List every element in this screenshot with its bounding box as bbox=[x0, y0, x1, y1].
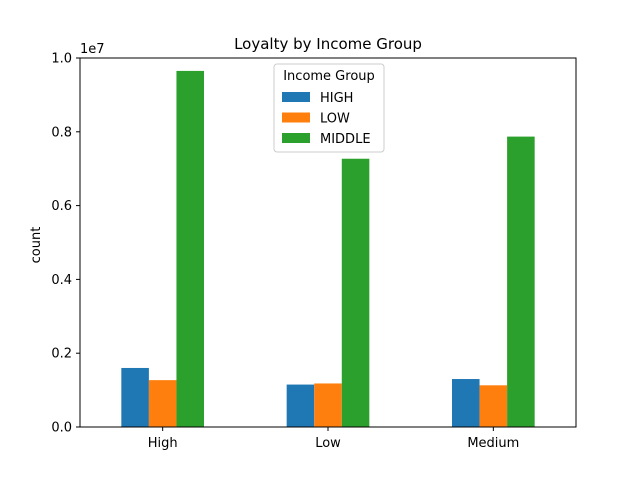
legend-swatch bbox=[282, 92, 310, 102]
x-tick-label: Low bbox=[315, 436, 341, 451]
bar bbox=[452, 379, 480, 427]
y-axis-offset-label: 1e7 bbox=[80, 42, 105, 57]
bar bbox=[314, 383, 342, 427]
bar bbox=[507, 136, 535, 428]
x-tick-label: High bbox=[148, 436, 178, 451]
bar bbox=[121, 367, 149, 427]
legend-title: Income Group bbox=[283, 69, 375, 84]
bar bbox=[479, 385, 508, 427]
bar bbox=[286, 384, 315, 427]
bar bbox=[341, 158, 370, 427]
legend-entry-label: LOW bbox=[320, 112, 350, 127]
legend-entry-label: HIGH bbox=[320, 91, 353, 106]
ticks-layer: High Low Medium 0.0 0.2 0.4 0.6 0.8 1.0 bbox=[51, 52, 519, 452]
bar bbox=[148, 380, 177, 427]
legend-swatch bbox=[282, 133, 310, 143]
plot-frame bbox=[79, 57, 577, 428]
legend-entry-label: MIDDLE bbox=[320, 132, 371, 147]
y-tick-label: 0.2 bbox=[51, 347, 72, 362]
y-tick-label: 0.4 bbox=[51, 273, 72, 288]
chart-title: Loyalty by Income Group bbox=[234, 35, 422, 53]
y-tick-label: 0.6 bbox=[51, 199, 72, 214]
legend: Income Group HIGH LOW MIDDLE bbox=[273, 63, 385, 153]
y-tick-label: 1.0 bbox=[51, 52, 72, 67]
y-tick-label: 0.8 bbox=[51, 125, 72, 140]
y-tick-label: 0.0 bbox=[51, 421, 72, 436]
bars-layer bbox=[121, 70, 535, 428]
legend-box bbox=[273, 63, 385, 153]
bar bbox=[176, 70, 204, 427]
x-tick-label: Medium bbox=[467, 436, 519, 451]
y-axis-label: count bbox=[29, 227, 44, 264]
legend-swatch bbox=[282, 112, 310, 123]
